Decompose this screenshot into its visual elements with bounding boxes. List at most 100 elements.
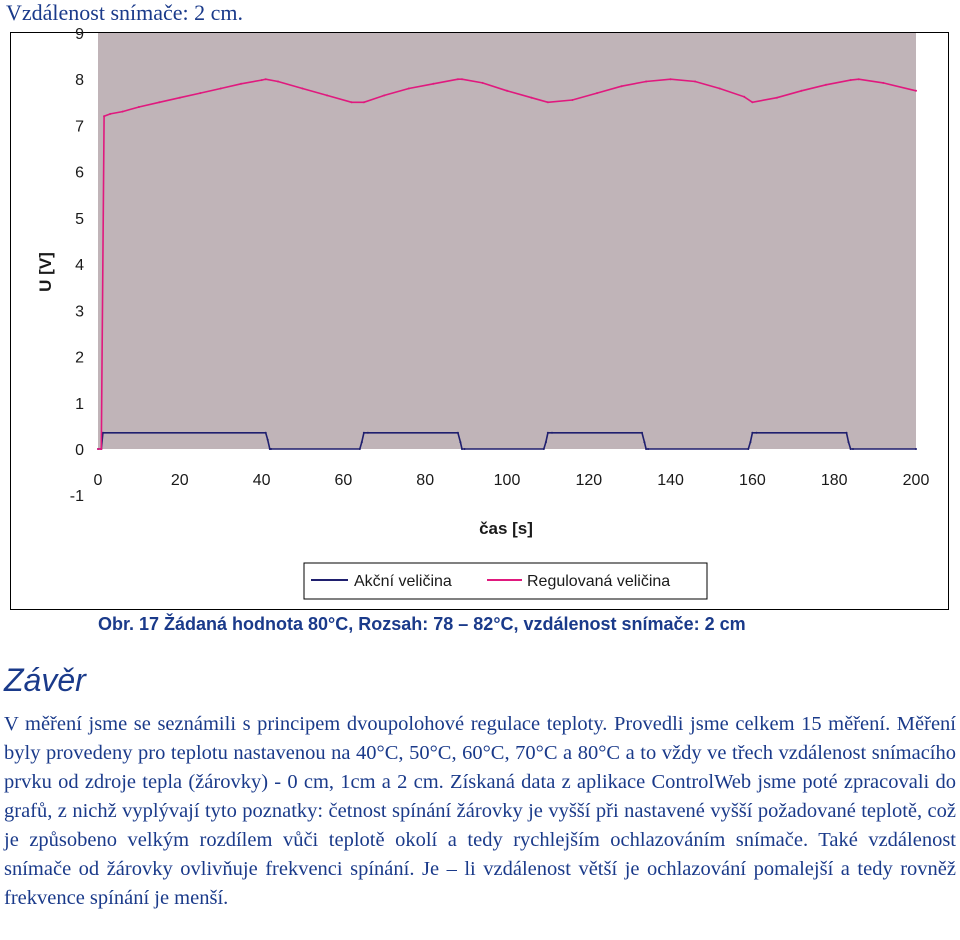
x-tick-label: 100	[494, 472, 521, 489]
y-tick-label: 3	[75, 303, 84, 320]
data-point	[407, 87, 410, 90]
conclusion-paragraph: V měření jsme se seznámili s principem d…	[4, 713, 956, 909]
data-point	[178, 96, 181, 99]
data-point	[620, 85, 623, 88]
data-point	[101, 431, 104, 434]
data-point	[596, 92, 598, 95]
section-heading: Závěr	[4, 662, 86, 698]
data-point	[669, 78, 672, 81]
data-point	[97, 448, 99, 450]
data-point	[800, 89, 803, 92]
data-point	[461, 78, 463, 81]
data-point	[915, 448, 917, 450]
data-point	[847, 441, 850, 444]
data-point	[461, 448, 463, 450]
data-point	[260, 79, 263, 82]
data-point	[542, 448, 545, 450]
legend: Akční veličina Regulovaná veličina	[303, 562, 708, 600]
data-point	[266, 438, 269, 441]
figure-caption: Obr. 17 Žádaná hodnota 80°C, Rozsah: 78 …	[98, 614, 746, 634]
data-point	[456, 78, 459, 81]
data-point	[641, 431, 643, 434]
data-point	[755, 431, 758, 434]
data-point	[546, 101, 549, 104]
data-point	[751, 101, 754, 104]
data-point	[137, 106, 140, 108]
x-axis-label: čas [s]	[479, 519, 533, 538]
data-point	[743, 95, 746, 98]
data-point	[747, 448, 750, 450]
data-point	[277, 80, 279, 83]
y-tick-labels: 9 8 7 6 5 4 3 2 1 0 -1	[70, 26, 84, 505]
data-point	[219, 87, 222, 90]
chart: 9 8 7 6 5 4 3 2 1 0 -1 0 20 40 60 80 100 120 140 160 180 200…	[36, 26, 930, 600]
y-tick-label: 1	[75, 396, 84, 413]
legend-box	[303, 562, 708, 600]
data-point	[852, 448, 854, 450]
y-tick-label: 6	[75, 165, 84, 182]
data-point	[645, 80, 648, 83]
data-point	[546, 431, 549, 434]
data-point	[264, 431, 267, 434]
data-point	[366, 431, 369, 434]
data-point	[643, 441, 646, 444]
x-tick-label: 160	[739, 472, 766, 489]
data-point	[240, 82, 243, 85]
x-tick-label: 40	[253, 472, 271, 489]
data-point	[362, 431, 365, 434]
x-tick-label: 180	[821, 472, 848, 489]
data-point	[694, 80, 697, 83]
data-point	[301, 87, 304, 90]
y-tick-label: 9	[75, 26, 84, 43]
x-tick-label: 120	[575, 472, 602, 489]
legend-label-regulovana-velicina: Regulovaná veličina	[527, 573, 670, 590]
data-point	[506, 89, 508, 92]
data-point	[456, 431, 459, 434]
y-tick-label: 2	[75, 350, 84, 367]
data-point	[749, 441, 752, 444]
x-tick-label: 200	[903, 472, 930, 489]
y-tick-label: 4	[75, 257, 84, 274]
data-point	[383, 94, 386, 97]
data-point	[530, 96, 533, 99]
data-point	[647, 448, 650, 450]
x-tick-labels: 0 20 40 60 80 100 120 140 160 180 200	[94, 472, 930, 489]
x-tick-label: 60	[335, 472, 353, 489]
data-point	[360, 441, 363, 444]
data-point	[645, 448, 648, 450]
y-tick-label: 8	[75, 72, 84, 89]
data-point	[915, 89, 917, 92]
data-point	[121, 110, 124, 113]
data-point	[463, 448, 466, 450]
legend-label-akcni-velicina: Akční veličina	[354, 573, 452, 590]
data-point	[459, 441, 462, 444]
data-point	[718, 87, 721, 90]
data-point	[849, 448, 852, 450]
data-point	[199, 92, 202, 95]
data-point	[158, 101, 161, 104]
data-point	[350, 101, 353, 104]
y-tick-label: 0	[75, 442, 84, 459]
x-tick-label: 0	[94, 472, 103, 489]
data-point	[481, 81, 484, 84]
y-tick-label: -1	[70, 488, 84, 505]
y-axis-label: U [V]	[36, 252, 55, 292]
data-point	[571, 99, 574, 101]
y-tick-label: 7	[75, 118, 84, 135]
data-point	[845, 431, 848, 434]
data-point	[358, 448, 361, 450]
x-tick-label: 20	[171, 472, 189, 489]
y-tick-label: 5	[75, 211, 84, 228]
data-point	[362, 101, 365, 104]
data-point	[103, 115, 106, 118]
data-point	[544, 441, 547, 444]
data-point	[551, 431, 553, 434]
data-point	[751, 431, 754, 434]
data-point	[109, 112, 112, 115]
data-point	[857, 78, 860, 81]
data-point	[100, 448, 103, 450]
plot-area	[98, 33, 916, 449]
data-point	[326, 94, 328, 97]
data-point	[264, 78, 267, 81]
data-point	[849, 79, 852, 82]
